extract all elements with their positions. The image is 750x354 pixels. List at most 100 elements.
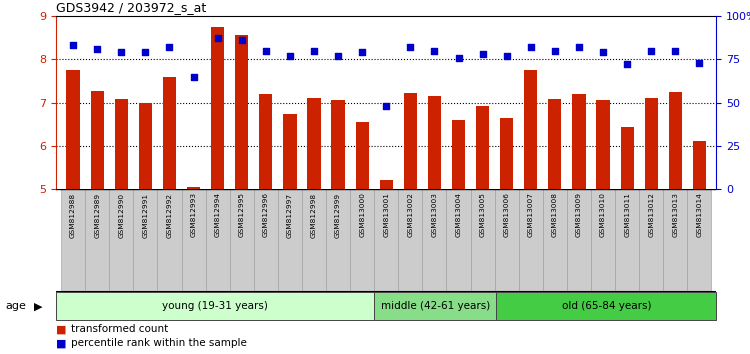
Text: GSM813010: GSM813010 (600, 193, 606, 238)
Bar (380, 180, 393, 189)
Text: GSM812994: GSM812994 (214, 193, 220, 238)
Bar (254, 189, 278, 292)
Point (236, 38, 248, 43)
Point (645, 48, 657, 53)
Point (116, 50, 128, 55)
Text: GSM813009: GSM813009 (576, 193, 582, 238)
Text: ■: ■ (56, 324, 67, 334)
Text: GSM812998: GSM812998 (311, 193, 317, 238)
Point (404, 44, 416, 50)
Bar (452, 120, 465, 189)
Bar (284, 114, 296, 189)
Bar (134, 189, 158, 292)
Bar (61, 189, 86, 292)
Bar (398, 189, 422, 292)
Text: GSM812999: GSM812999 (335, 193, 341, 238)
Bar (663, 189, 687, 292)
Bar (308, 98, 320, 189)
Bar (110, 189, 134, 292)
Point (380, 103, 392, 109)
Text: GSM813003: GSM813003 (431, 193, 437, 237)
Point (211, 36, 223, 41)
Bar (302, 189, 326, 292)
Bar (86, 189, 109, 292)
Bar (374, 292, 496, 320)
Text: ▶: ▶ (34, 301, 42, 311)
Text: GSM813005: GSM813005 (479, 193, 485, 237)
Bar (543, 189, 567, 292)
Bar (230, 189, 254, 292)
Text: GSM812990: GSM812990 (118, 193, 124, 238)
Text: GSM812992: GSM812992 (166, 193, 172, 238)
Point (140, 50, 152, 55)
Text: GSM813012: GSM813012 (648, 193, 654, 238)
Bar (260, 94, 272, 189)
Point (452, 55, 464, 61)
Bar (591, 189, 615, 292)
Text: GDS3942 / 203972_s_at: GDS3942 / 203972_s_at (56, 1, 206, 14)
Text: GSM812997: GSM812997 (287, 193, 293, 238)
Point (476, 51, 488, 57)
Text: GSM813002: GSM813002 (407, 193, 413, 238)
Text: GSM813000: GSM813000 (359, 193, 365, 238)
Text: GSM812988: GSM812988 (70, 193, 76, 238)
Point (332, 53, 344, 59)
Bar (644, 98, 658, 189)
Bar (356, 122, 369, 189)
Bar (91, 91, 104, 189)
Point (67, 42, 79, 48)
Text: GSM812996: GSM812996 (262, 193, 268, 238)
Bar (163, 77, 176, 189)
Bar (496, 292, 716, 320)
Bar (206, 189, 230, 292)
Bar (56, 292, 374, 320)
Text: GSM812993: GSM812993 (190, 193, 196, 238)
Text: GSM813008: GSM813008 (552, 193, 558, 238)
Bar (524, 70, 538, 189)
Bar (476, 106, 489, 189)
Point (501, 53, 513, 59)
Bar (374, 189, 398, 292)
Point (308, 48, 320, 53)
Bar (427, 96, 441, 189)
Text: GSM813007: GSM813007 (528, 193, 534, 238)
Bar (115, 99, 128, 189)
Bar (615, 189, 639, 292)
Point (428, 48, 440, 53)
Bar (182, 189, 206, 292)
Bar (500, 118, 513, 189)
Bar (211, 27, 224, 189)
Point (188, 74, 200, 79)
Point (669, 48, 681, 53)
Text: percentile rank within the sample: percentile rank within the sample (71, 338, 248, 348)
Bar (67, 70, 80, 189)
Text: GSM813006: GSM813006 (504, 193, 510, 237)
Point (260, 48, 272, 53)
Text: young (19-31 years): young (19-31 years) (162, 301, 268, 311)
Point (621, 62, 633, 67)
Text: GSM813013: GSM813013 (672, 193, 678, 237)
Point (164, 44, 176, 50)
Text: GSM813011: GSM813011 (624, 193, 630, 238)
Bar (548, 99, 562, 189)
Text: ■: ■ (56, 338, 67, 348)
Point (573, 44, 585, 50)
Bar (572, 94, 586, 189)
Text: GSM813014: GSM813014 (697, 193, 703, 237)
Text: GSM812995: GSM812995 (238, 193, 244, 238)
Bar (495, 189, 519, 292)
Bar (567, 189, 591, 292)
Text: age: age (5, 301, 26, 311)
Text: transformed count: transformed count (71, 324, 169, 334)
Point (92, 46, 104, 52)
Text: old (65-84 years): old (65-84 years) (562, 301, 651, 311)
Bar (669, 92, 682, 189)
Point (597, 50, 609, 55)
Point (694, 60, 706, 65)
Bar (693, 141, 706, 189)
Bar (687, 189, 712, 292)
Text: GSM812989: GSM812989 (94, 193, 100, 238)
Bar (350, 189, 374, 292)
Point (549, 48, 561, 53)
Point (525, 44, 537, 50)
